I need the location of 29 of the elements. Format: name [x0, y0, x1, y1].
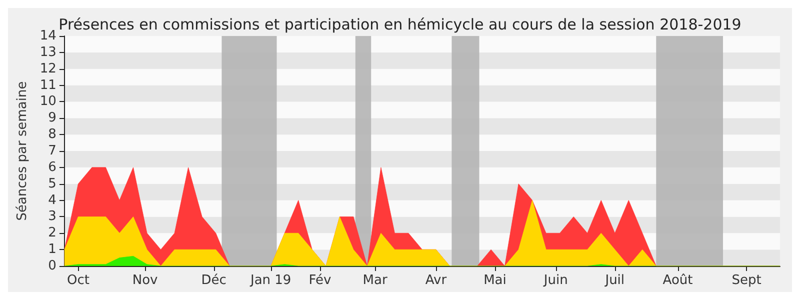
- y-tick-label: 0: [48, 258, 56, 274]
- x-tick-label: Jan 19: [249, 273, 292, 288]
- y-tick-label: 10: [40, 94, 56, 110]
- x-tick-label: Août: [662, 273, 693, 288]
- y-tick-label: 5: [48, 176, 56, 192]
- x-tick-label: Juin: [542, 273, 568, 288]
- y-tick-label: 7: [48, 144, 56, 158]
- x-tick-label: Fév: [308, 273, 332, 288]
- y-tick-label: 11: [40, 78, 56, 93]
- y-tick-label: 3: [48, 209, 56, 224]
- y-tick-label: 1: [48, 242, 56, 258]
- y-tick-label: 4: [48, 192, 56, 208]
- x-tick-label: Déc: [201, 273, 226, 288]
- y-tick-label: 12: [40, 61, 56, 76]
- chart-title: Présences en commissions et participation en hémicycle au cours de la session 2018-2019: [58, 16, 742, 34]
- x-tick-label: Nov: [132, 273, 158, 288]
- x-tick-label: Sept: [732, 273, 762, 288]
- y-tick-label: 2: [48, 226, 56, 241]
- y-axis-title: Séances par semaine: [15, 81, 30, 221]
- x-tick-label: Juil: [604, 273, 625, 288]
- y-tick-label: 14: [40, 28, 56, 44]
- y-tick-label: 9: [48, 110, 56, 126]
- y-tick-label: 13: [40, 44, 56, 60]
- y-tick-label: 6: [48, 160, 56, 175]
- x-tick-label: Avr: [425, 273, 448, 288]
- x-tick-label: Oct: [66, 273, 90, 288]
- x-tick-label: Mar: [362, 273, 388, 288]
- x-tick-label: Mai: [484, 273, 506, 288]
- y-tick-label: 8: [48, 127, 56, 142]
